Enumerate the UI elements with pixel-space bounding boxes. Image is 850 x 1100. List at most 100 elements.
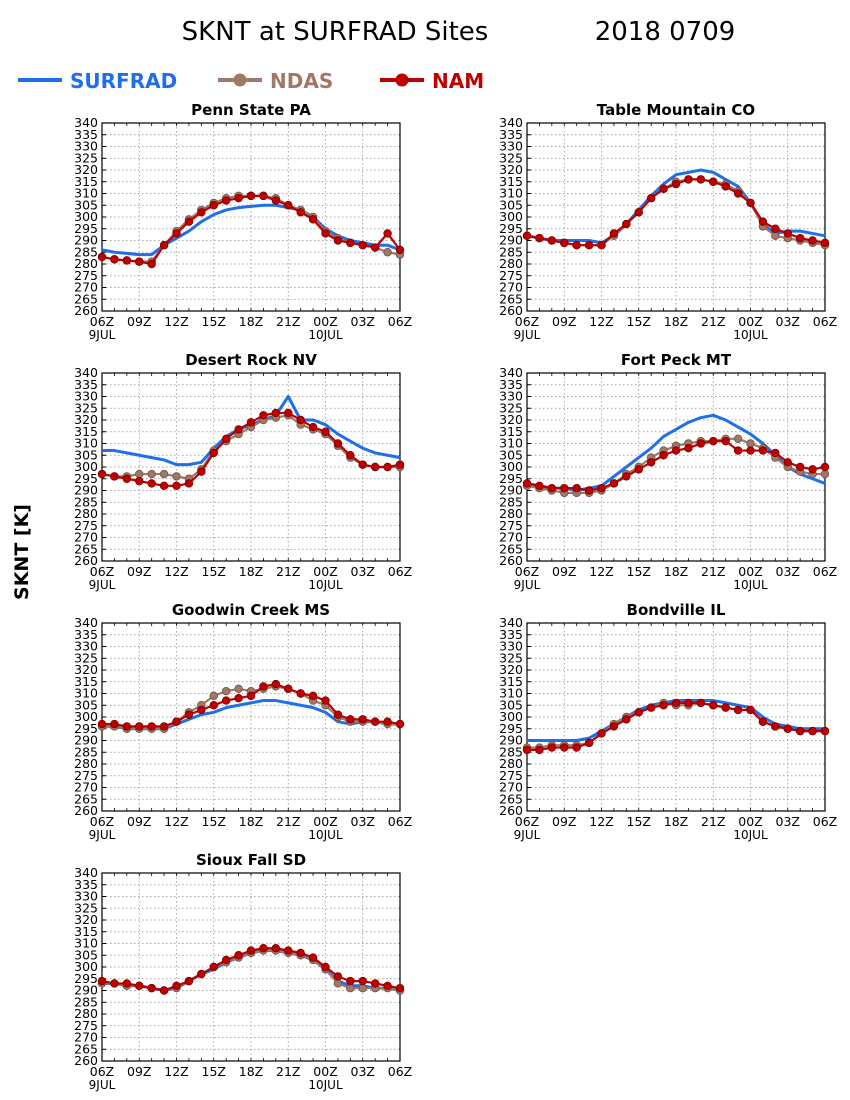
y-tick-label: 340 [499,615,523,630]
y-tick-labels: 2602652702752802852902953003053103153203… [74,115,106,318]
data-point-nam [97,719,107,729]
x-tick-label: 06Z [515,564,539,579]
data-point-nam [271,196,281,205]
data-point-nam [246,691,256,701]
data-point-nam [271,408,281,418]
y-tick-label: 330 [74,389,98,404]
panel-title: Goodwin Creek MS [172,601,330,619]
legend-item-surfrad: SURFRAD [18,69,177,93]
y-tick-label: 340 [499,115,523,130]
data-point-nam [184,710,194,719]
y-tick-label: 300 [74,709,98,724]
data-point-nam [609,722,619,731]
y-tick-label: 300 [74,209,98,224]
panel-title: Desert Rock NV [185,351,317,369]
data-point-nam [547,743,557,752]
data-point-nam [671,698,681,708]
x-tick-label: 06Z [813,814,837,829]
x-tick-label: 09Z [127,814,151,829]
x-tick-label: 00Z [738,814,762,829]
y-tick-label: 295 [499,221,523,236]
y-tick-labels: 2602652702752802852902953003053103153203… [74,365,106,568]
y-tick-label: 330 [74,139,98,154]
y-tick-label: 270 [74,530,98,545]
data-point-nam [321,229,330,238]
data-point-nam [684,698,693,708]
data-point-nam [284,201,293,210]
y-tick-label: 320 [499,162,523,177]
data-point-nam [209,701,218,710]
data-point-nam [184,217,194,226]
y-tick-label: 270 [74,780,98,795]
data-point-nam [110,979,119,988]
x-tick-label: 12Z [164,314,188,329]
y-tick-label: 280 [74,1006,98,1021]
y-tick-label: 310 [499,436,523,451]
y-tick-label: 310 [74,436,98,451]
x-day-label: 10JUL [733,578,768,592]
data-point-nam [733,446,743,455]
data-point-nam [547,483,557,493]
data-point-ndas [209,691,218,701]
y-tick-label: 340 [74,365,98,380]
data-point-nam [234,193,243,203]
data-point-nam [172,981,181,990]
y-tick-label: 325 [74,150,98,165]
panel-penn-state-pa: Penn State PA 260265270275280285290295300… [74,101,412,342]
y-tick-label: 290 [499,483,523,498]
data-point-nam [535,745,544,755]
data-point-nam [209,448,218,458]
y-tick-label: 270 [74,1030,98,1045]
grid [526,373,826,561]
x-tick-label: 03Z [351,1064,375,1079]
y-tick-label: 265 [74,291,98,306]
x-tick-label: 06Z [515,314,539,329]
data-point-ndas [147,469,156,479]
data-point-nam [358,715,367,724]
y-tick-label: 320 [499,662,523,677]
series-nam [522,175,830,250]
y-tick-label: 290 [74,483,98,498]
data-point-nam [721,436,730,446]
y-tick-label: 305 [499,197,523,212]
x-tick-label: 06Z [813,564,837,579]
x-tick-label: 09Z [552,314,576,329]
data-point-nam [684,444,693,453]
y-tick-label: 330 [74,889,98,904]
data-point-nam [383,229,392,238]
data-point-nam [609,479,619,488]
y-tick-label: 295 [74,971,98,986]
data-point-nam [271,679,281,689]
legend-label: NDAS [270,69,333,93]
y-tick-label: 305 [74,447,98,462]
y-tick-label: 270 [499,280,523,295]
data-point-ndas [358,983,367,993]
x-tick-label: 15Z [627,564,651,579]
y-tick-label: 270 [499,530,523,545]
data-point-nam [234,425,243,434]
data-point-nam [296,948,305,958]
x-tick-label: 15Z [202,814,226,829]
y-tick-label: 260 [499,303,523,318]
data-point-nam [560,743,569,752]
legend-item-nam: NAM [380,69,484,93]
data-point-nam [572,483,581,493]
x-day-label: 9JUL [514,828,541,842]
series-nam [97,408,405,490]
x-tick-label: 12Z [589,564,613,579]
data-point-nam [746,446,755,455]
y-tick-label: 295 [74,221,98,236]
data-point-nam [110,719,119,729]
y-tick-label: 305 [74,947,98,962]
data-point-nam [646,703,656,712]
grid [526,123,826,311]
data-point-nam [783,229,792,238]
y-tick-label: 310 [74,936,98,951]
panel-goodwin-creek-ms: Goodwin Creek MS 260265270275280285290295… [74,601,412,842]
y-tick-label: 330 [74,639,98,654]
x-tick-label: 06Z [813,314,837,329]
y-tick-label: 285 [499,744,523,759]
y-tick-label: 265 [74,791,98,806]
data-point-nam [584,240,594,250]
y-tick-label: 335 [74,127,98,142]
